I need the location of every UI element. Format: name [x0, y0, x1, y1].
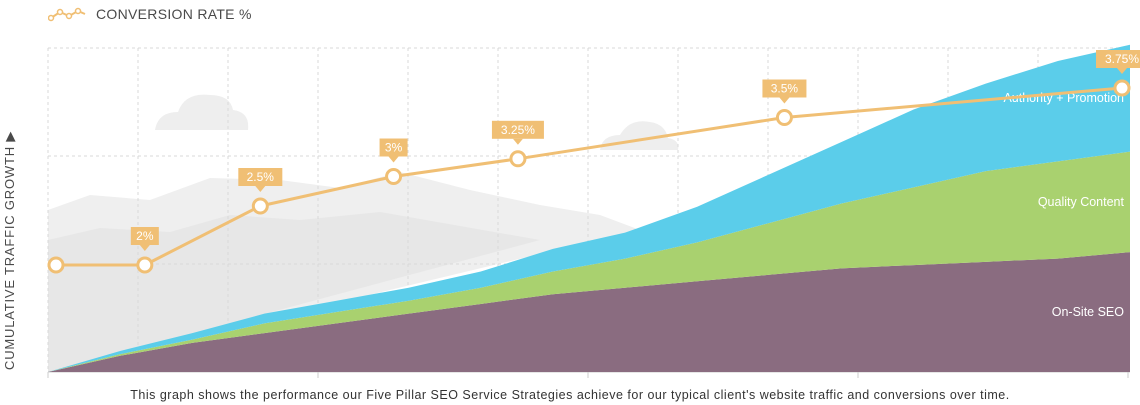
conversion-point — [251, 197, 269, 215]
conversion-label-box — [379, 138, 408, 157]
conversion-point — [1113, 79, 1131, 97]
conversion-label: 2% — [136, 229, 154, 243]
stacked-areas — [48, 44, 1130, 372]
conversion-label-box — [130, 227, 159, 245]
conversion-legend-icon — [48, 7, 86, 22]
conversion-label-pointer — [1117, 68, 1127, 74]
conversion-label-pointer — [139, 245, 150, 251]
conversion-label-pointer — [255, 186, 266, 192]
conversion-label-box — [762, 79, 807, 98]
cloud-shape — [155, 94, 249, 130]
conversion-label: 3.25% — [501, 123, 535, 137]
conversion-label-box — [1096, 50, 1140, 68]
area-label: Quality Content — [1038, 195, 1125, 209]
area-quality-content — [48, 151, 1130, 372]
area-label: On-Site SEO — [1052, 305, 1125, 319]
conversion-point — [385, 168, 403, 185]
conversion-label-box — [491, 120, 544, 139]
conversion-point — [509, 150, 527, 168]
area-on-site-seo — [48, 252, 1130, 372]
chart-caption: This graph shows the performance our Fiv… — [130, 388, 1010, 402]
conversion-label: 3.75% — [1105, 52, 1139, 66]
arrow-up-icon: ▶ — [2, 130, 17, 142]
conversion-label: 3.5% — [771, 82, 799, 96]
chart-title: CONVERSION RATE % — [96, 6, 252, 22]
conversion-label-pointer — [779, 97, 790, 104]
conversion-point — [136, 256, 154, 274]
conversion-label: 2.5% — [247, 170, 275, 184]
conversion-line: 2% 2.5% 3% 3.25% 3.5% 3.75% — [47, 50, 1140, 274]
conversion-label: 3% — [385, 141, 403, 155]
conversion-point — [47, 256, 65, 274]
legend: CONVERSION RATE % — [48, 6, 252, 22]
area-authority-promotion — [48, 44, 1130, 372]
y-axis-label-text: CUMULATIVE TRAFFIC GROWTH — [2, 146, 17, 370]
y-axis-label: CUMULATIVE TRAFFIC GROWTH ▶ — [2, 131, 18, 370]
conversion-label-pointer — [388, 156, 399, 163]
conversion-label-pointer — [512, 138, 523, 145]
conversion-label-box — [238, 168, 283, 186]
conversion-point — [775, 109, 793, 126]
